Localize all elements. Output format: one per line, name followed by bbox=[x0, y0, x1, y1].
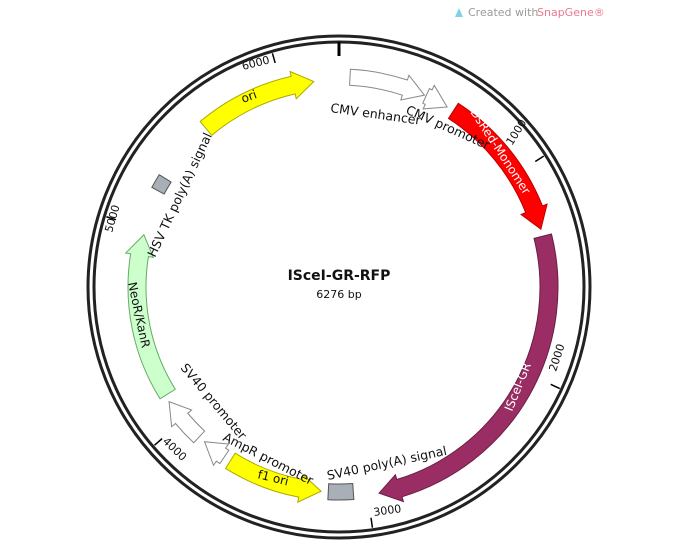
feature-label: DsRed-Monomer bbox=[467, 106, 533, 197]
feature-arrow bbox=[447, 102, 548, 230]
feature-label: NeoR/KanR bbox=[125, 281, 153, 349]
plasmid-length: 6276 bp bbox=[316, 288, 361, 301]
tick-label: 5000 bbox=[102, 203, 122, 233]
feature-box bbox=[151, 173, 172, 195]
tick-mark bbox=[534, 155, 545, 163]
feature-arrow bbox=[349, 68, 426, 101]
tick-mark bbox=[271, 53, 276, 64]
feature-arrow bbox=[378, 233, 559, 503]
feature-arrow bbox=[422, 84, 449, 110]
feature-arrow bbox=[168, 400, 206, 444]
feature-label: HSV TK poly(A) signal bbox=[144, 130, 215, 259]
credit-prefix: Created with bbox=[468, 6, 538, 19]
credit-brand: SnapGene® bbox=[537, 6, 605, 19]
tick-label: 3000 bbox=[373, 502, 403, 519]
tick-label: 1000 bbox=[504, 117, 530, 148]
tick-mark bbox=[154, 438, 163, 446]
feature-arrow bbox=[199, 70, 315, 137]
feature-box bbox=[327, 482, 355, 501]
tick-label: 6000 bbox=[241, 54, 271, 73]
feature-arrow bbox=[203, 441, 230, 467]
tick-mark bbox=[370, 517, 374, 528]
feature-label: ori bbox=[239, 87, 258, 105]
logo-icon bbox=[455, 8, 463, 17]
tick-mark bbox=[550, 383, 561, 390]
plasmid-name: ISceI-GR-RFP bbox=[288, 268, 391, 284]
feature-arrow bbox=[124, 233, 177, 400]
backbone-outer bbox=[86, 34, 592, 540]
credit: Created with SnapGene® bbox=[455, 6, 605, 19]
feature-arrow bbox=[224, 452, 323, 503]
tick-mark bbox=[106, 216, 117, 221]
